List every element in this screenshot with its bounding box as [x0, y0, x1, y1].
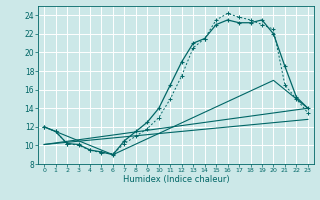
X-axis label: Humidex (Indice chaleur): Humidex (Indice chaleur) [123, 175, 229, 184]
